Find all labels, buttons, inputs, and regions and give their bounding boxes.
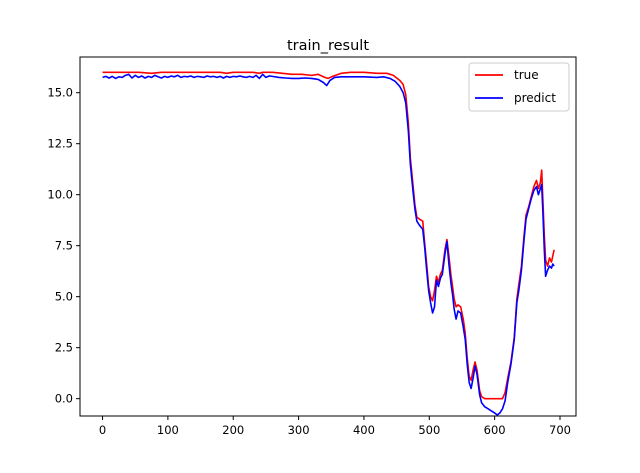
x-tick-label: 300 [288, 423, 310, 437]
y-tick-label: 12.5 [47, 137, 73, 151]
y-tick-label: 7.5 [55, 239, 73, 253]
axes-frame [79, 56, 577, 417]
y-tick-label: 2.5 [55, 341, 73, 355]
series-line-predict [102, 73, 555, 416]
legend-label-true: true [514, 68, 539, 82]
legend: true predict [468, 62, 570, 112]
y-tick-label: 15.0 [47, 86, 73, 100]
x-tick-label: 500 [418, 423, 440, 437]
legend-label-predict: predict [514, 91, 556, 105]
y-tick-label: 0.0 [55, 392, 73, 406]
y-axis-ticks: 0.0 2.5 5.0 7.5 10.0 12.5 15.0 [47, 86, 80, 406]
x-tick-label: 200 [222, 423, 244, 437]
x-tick-label: 0 [99, 423, 106, 437]
x-tick-label: 700 [549, 423, 571, 437]
x-tick-label: 600 [484, 423, 506, 437]
chart-title: train_result [287, 38, 369, 54]
y-tick-label: 10.0 [47, 188, 73, 202]
x-tick-label: 400 [353, 423, 375, 437]
y-tick-label: 5.0 [55, 290, 73, 304]
x-tick-label: 100 [157, 423, 179, 437]
plot-lines [102, 71, 555, 416]
x-axis-ticks: 0 100 200 300 400 500 600 700 [99, 416, 571, 437]
